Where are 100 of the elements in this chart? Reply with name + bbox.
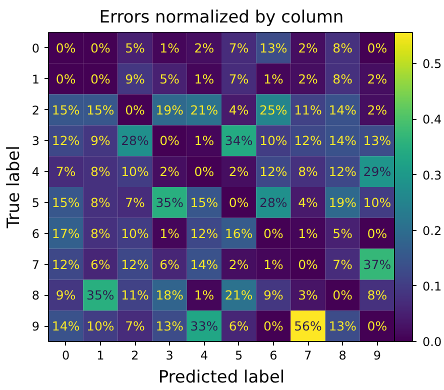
y-tick-label: 3 — [32, 134, 40, 148]
x-tick-label: 7 — [304, 348, 312, 362]
y-tick-label: 2 — [32, 103, 40, 118]
data-label: 15% — [52, 102, 80, 118]
data-label: 21% — [190, 102, 218, 118]
data-label: 13% — [260, 40, 288, 56]
data-label: 1% — [160, 40, 180, 56]
data-label: 8% — [367, 288, 388, 303]
data-label: 0% — [298, 256, 318, 272]
y-tick-label: 7 — [32, 258, 40, 272]
data-label: 6% — [90, 256, 110, 272]
data-label: 0% — [56, 71, 76, 86]
data-label: 18% — [156, 288, 184, 303]
data-label: 0% — [56, 40, 76, 56]
data-label: 0% — [367, 40, 388, 56]
x-tick-label: 8 — [338, 348, 346, 362]
data-label: 6% — [160, 256, 180, 272]
data-label: 12% — [260, 164, 288, 180]
x-tick-label: 2 — [131, 348, 139, 362]
data-label: 2% — [228, 164, 249, 180]
data-label: 4% — [228, 102, 249, 118]
data-label: 3% — [298, 288, 318, 303]
data-label: 1% — [194, 133, 214, 148]
y-tick-label: 5 — [32, 196, 40, 210]
data-label: 2% — [298, 71, 318, 86]
data-label: 14% — [190, 256, 218, 272]
data-label: 1% — [194, 71, 214, 86]
data-label: 1% — [194, 288, 214, 303]
color-bar-label: 0.1 — [422, 279, 442, 294]
x-tick-label: 5 — [234, 348, 243, 362]
data-label: 0% — [125, 102, 146, 118]
data-label: 9% — [90, 133, 110, 148]
x-tick-label: 9 — [373, 348, 382, 362]
data-label: 34% — [224, 133, 253, 148]
y-tick-label: 0 — [32, 41, 40, 56]
color-bar-label: 0.5 — [422, 57, 442, 72]
y-tick-label: 4 — [32, 165, 40, 180]
data-label: 0% — [263, 226, 284, 241]
data-label: 8% — [298, 164, 318, 180]
data-label: 8% — [90, 194, 110, 210]
data-label: 7% — [125, 318, 146, 334]
data-label: 10% — [121, 226, 150, 241]
data-label: 33% — [190, 318, 218, 334]
data-label: 8% — [332, 40, 353, 56]
data-label: 0% — [367, 226, 388, 241]
data-label: 12% — [294, 133, 322, 148]
data-label: 12% — [121, 256, 150, 272]
data-label: 14% — [328, 133, 357, 148]
data-label: 7% — [125, 194, 146, 210]
color-bar-label: 0.2 — [422, 224, 442, 238]
x-tick-label: 4 — [200, 348, 208, 362]
y-tick-label: 9 — [32, 320, 40, 334]
data-label: 0% — [194, 164, 214, 180]
data-label: 2% — [367, 102, 388, 118]
data-label: 0% — [263, 318, 284, 334]
color-bar-label: 0.3 — [422, 168, 442, 182]
data-label: 1% — [298, 226, 318, 241]
data-label: 2% — [160, 164, 180, 180]
data-label: 56% — [294, 318, 322, 334]
data-label: 0% — [160, 133, 180, 148]
data-label: 14% — [52, 318, 80, 334]
data-label: 12% — [328, 164, 357, 180]
data-label: 2% — [194, 40, 214, 56]
data-label: 1% — [160, 226, 180, 241]
data-label: 2% — [298, 40, 318, 56]
data-label: 5% — [125, 40, 146, 56]
data-label: 7% — [56, 164, 76, 180]
y-tick-label: 1 — [32, 72, 40, 86]
data-label: 25% — [260, 102, 288, 118]
data-label: 28% — [260, 194, 288, 210]
data-label: 35% — [156, 194, 184, 210]
data-label: 7% — [332, 256, 353, 272]
x-tick-label: 0 — [62, 348, 70, 362]
data-label: 8% — [332, 71, 353, 86]
x-tick-label: 6 — [270, 348, 278, 362]
color-bar-label: 0.0 — [422, 335, 442, 349]
x-tick-label: 3 — [166, 348, 174, 362]
data-label: 15% — [52, 194, 80, 210]
data-label: 9% — [56, 288, 76, 303]
data-label: 14% — [328, 102, 357, 118]
x-tick-label: 1 — [96, 348, 104, 362]
data-label: 10% — [121, 164, 150, 180]
data-label: 2% — [367, 71, 388, 86]
data-label: 16% — [224, 226, 253, 241]
data-label: 13% — [156, 318, 184, 334]
data-label: 1% — [263, 256, 284, 272]
data-label: 15% — [86, 102, 114, 118]
data-label: 0% — [367, 318, 388, 334]
color-bar-label: 0.4 — [422, 112, 442, 127]
y-tick-label: 6 — [32, 226, 40, 241]
data-label: 8% — [90, 226, 110, 241]
data-label: 7% — [228, 71, 249, 86]
x-axis-title: Predicted label — [158, 368, 285, 388]
data-label: 0% — [90, 71, 110, 86]
data-label: 29% — [363, 164, 392, 180]
data-label: 13% — [328, 318, 357, 334]
data-label: 5% — [160, 71, 180, 86]
data-label: 9% — [125, 71, 146, 86]
chart-title: Errors normalized by column — [99, 8, 344, 28]
data-label: 17% — [52, 226, 80, 241]
